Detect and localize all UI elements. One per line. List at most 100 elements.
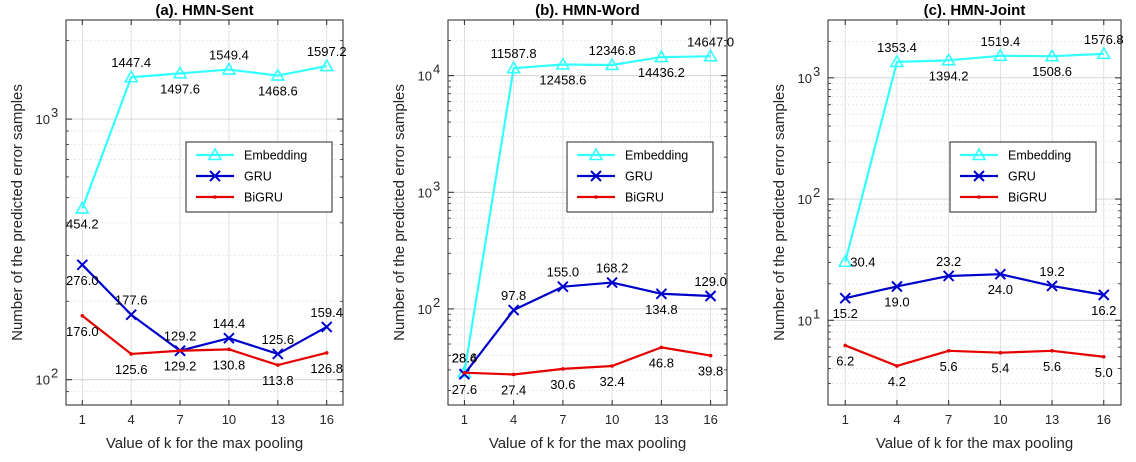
data-point-triangle: [221, 61, 237, 75]
series-embedding: 454.2 1447.4 1497.6 1549.4 1468.6 1597.2: [66, 44, 347, 231]
data-point-dot: [324, 351, 329, 355]
y-tick-exponent: 2: [813, 185, 820, 200]
chart-title: (b). HMN-Word: [535, 2, 640, 19]
data-label: 177.6: [115, 293, 148, 308]
data-point-triangle: [319, 58, 335, 72]
data-label: 1597.2: [307, 44, 347, 59]
series-bigru: 28.4 27.4 30.6 32.4 46.8 39.8: [452, 345, 723, 397]
data-point-cross: [839, 292, 851, 304]
legend-label: GRU: [625, 170, 653, 184]
legend: Embedding GRU BiGRU: [566, 141, 714, 213]
data-label: 1508.6: [1032, 64, 1072, 79]
y-tick-label: 10 2: [36, 366, 59, 388]
data-label: 5.0: [1095, 365, 1113, 380]
series-embedding: 30.4 1353.4 1394.2 1519.4 1508.6 1576.8: [837, 32, 1124, 270]
data-point-triangle: [74, 200, 90, 214]
cross-stroke: [655, 288, 668, 300]
data-label: 134.8: [645, 302, 678, 317]
data-label: 5.6: [1043, 359, 1061, 374]
cross-stroke: [1046, 280, 1058, 292]
data-point-dot: [561, 367, 565, 371]
series-line-embedding: [844, 52, 1104, 263]
data-label: 14647.0: [687, 34, 734, 49]
data-label: 24.0: [988, 282, 1013, 297]
data-point-cross: [272, 348, 284, 360]
y-tick-exponent: 3: [433, 178, 440, 193]
data-point-cross: [557, 281, 569, 293]
data-point-triangle: [1096, 46, 1112, 60]
y-axis-label: Number of the predicted error samples: [391, 84, 408, 341]
data-label: 454.2: [66, 216, 99, 231]
data-point-dot: [708, 353, 713, 358]
axes-box: [447, 19, 728, 406]
x-tick-label: 4: [510, 412, 517, 427]
cross-stroke: [76, 259, 89, 271]
data-point-cross: [655, 288, 668, 300]
data-point-dot: [227, 347, 231, 352]
legend-label: Embedding: [625, 149, 688, 163]
data-point-triangle: [172, 65, 188, 79]
data-point-triangle: [703, 48, 718, 62]
x-tick-label: 1: [461, 412, 468, 427]
data-point-dot: [895, 364, 899, 368]
data-label: 1519.4: [980, 34, 1020, 49]
data-point-dot: [511, 372, 516, 377]
x-tick-label: 7: [945, 412, 952, 427]
data-point-cross: [942, 270, 955, 282]
y-axis-label: Number of the predicted error samples: [9, 84, 26, 341]
y-tick-exponent: 3: [51, 105, 58, 120]
data-label: 129.0: [694, 274, 727, 289]
legend-marker-cross: [209, 170, 221, 182]
data-label: 1549.4: [209, 48, 249, 63]
legend-marker-dot: [594, 195, 598, 199]
chart-title: (a). HMN-Sent: [155, 2, 253, 19]
data-label: 23.2: [936, 254, 961, 269]
data-point-dot: [1050, 348, 1054, 353]
data-label: 97.8: [501, 288, 526, 303]
data-point-cross: [994, 268, 1007, 280]
y-tick-label: 10 2: [798, 185, 821, 207]
x-axis-label: Value of k for the max pooling: [489, 435, 686, 452]
y-tick-base: 10: [798, 192, 812, 207]
cross-stroke: [606, 276, 618, 289]
x-axis-label: Value of k for the max pooling: [106, 435, 303, 452]
data-label: 113.8: [262, 373, 294, 388]
chart-title: (c). HMN-Joint: [924, 2, 1026, 19]
data-label: 16.2: [1091, 303, 1116, 318]
data-point-triangle: [1044, 48, 1060, 62]
data-point-dot: [843, 343, 848, 348]
x-tick-label: 10: [222, 412, 236, 427]
data-point-cross: [1098, 289, 1110, 301]
data-point-triangle: [941, 52, 957, 66]
data-point-cross: [891, 280, 903, 293]
y-tick-label: 10 1: [798, 306, 821, 328]
data-label: 11587.8: [491, 46, 537, 61]
data-point-cross: [606, 276, 618, 289]
legend-marker-dot: [213, 195, 217, 199]
data-label: 12346.8: [589, 43, 636, 58]
series-gru: 27.6 97.8 155.0 168.2 134.8 129.0: [452, 261, 727, 398]
series-line-gru: [844, 273, 1104, 300]
data-point-cross: [125, 309, 137, 321]
data-label: 27.6: [452, 382, 477, 397]
x-tick-label: 10: [993, 412, 1007, 427]
y-tick-exponent: 2: [51, 366, 58, 381]
y-tick-base: 10: [418, 185, 432, 200]
y-tick-label: 10 3: [36, 105, 59, 127]
data-point-triangle: [837, 254, 853, 268]
cross-stroke: [557, 281, 569, 293]
data-label: 126.8: [310, 361, 343, 376]
data-label: 19.2: [1039, 264, 1064, 279]
data-label: 176.0: [66, 324, 99, 339]
data-label: 6.2: [836, 353, 854, 368]
data-point-dot: [276, 363, 280, 367]
data-label: 125.6: [262, 332, 295, 347]
data-label: 28.6: [452, 350, 477, 365]
data-label: 276.0: [66, 273, 99, 288]
x-axis-label: Value of k for the max pooling: [876, 435, 1073, 452]
cross-stroke: [320, 321, 333, 333]
